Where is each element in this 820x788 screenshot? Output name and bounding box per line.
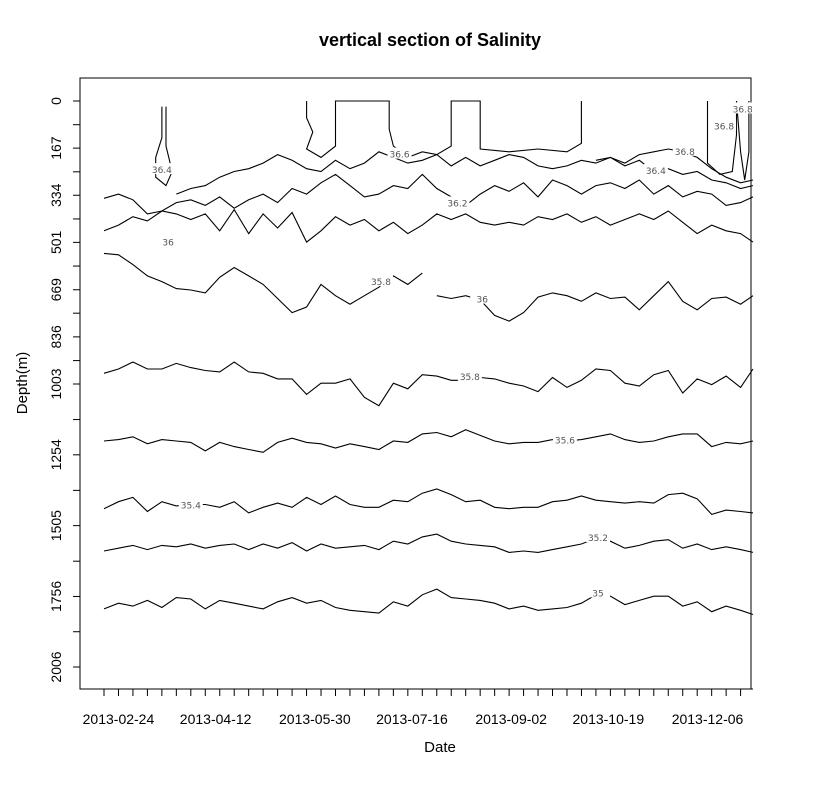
contour-label-4: 35.8 (460, 373, 480, 383)
contour-label-bg (178, 498, 203, 510)
contour-line-35-6-3 (103, 429, 754, 453)
contour-label-bg (368, 275, 393, 287)
x-axis-label: Date (424, 739, 456, 756)
contour-label-bg (585, 586, 610, 598)
y-tick-label: 1505 (48, 510, 64, 541)
contour-label-bg (470, 292, 495, 304)
y-axis: 0 167 334 501 669 836 1003 1254 1505 1756 2006 (48, 97, 80, 683)
contour-label-10: 36.4 (152, 166, 172, 176)
contour-line-36-6 (436, 280, 754, 322)
contour-label-6: 36 (477, 296, 489, 306)
contour-line-36-6-11 (305, 100, 582, 159)
y-tick-label: 501 (48, 230, 64, 254)
contour-label-0: 35 (592, 589, 603, 599)
contour-label-bg (387, 147, 412, 159)
contour-label-bg (156, 235, 181, 247)
y-tick-label: 1003 (48, 368, 64, 399)
contour-label-bg (445, 196, 470, 208)
contour-line-35-8-5 (103, 252, 423, 314)
y-tick-label: 669 (48, 278, 64, 302)
contour-label-7: 36 (162, 239, 174, 249)
x-axis: 2013-02-24 2013-04-12 2013-05-30 2013-07-16… (83, 688, 753, 727)
contour-label-8: 36.2 (447, 199, 467, 209)
contour-label-5: 35.8 (371, 278, 391, 288)
contour-line-36-8-14 (735, 100, 750, 181)
contour-label-bg (643, 163, 668, 175)
contour-label-bg (552, 433, 577, 445)
x-tick-label: 2013-05-30 (279, 711, 351, 727)
contour-line-36-4-10 (155, 106, 173, 187)
contour-label-bg (457, 369, 482, 381)
contour-label-bg (672, 144, 697, 156)
contour-label-3: 35.6 (555, 436, 575, 446)
contour-line-36-8-13 (706, 101, 738, 176)
contour-label-bg (712, 119, 737, 131)
y-tick-label: 1756 (48, 581, 64, 612)
chart-title: vertical section of Salinity (319, 30, 541, 50)
contour-label-14: 36.8 (733, 105, 753, 115)
x-tick-label: 2013-04-12 (180, 711, 252, 727)
contour-line-36-2-8 (103, 173, 754, 215)
x-tick-label: 2013-02-24 (83, 711, 155, 727)
y-tick-label: 1254 (48, 439, 64, 470)
x-tick-label: 2013-12-06 (672, 711, 744, 727)
contour-line-36-7 (103, 208, 754, 243)
contour-label-11: 36.6 (390, 151, 410, 161)
x-tick-label: 2013-07-16 (376, 711, 448, 727)
contour-labels: 35 35.2 35.4 35.6 35.8 35.8 36 36 36.2 36.4 36.4 36… (149, 102, 755, 599)
contour-lines (103, 100, 754, 616)
contour-label-9: 36.4 (646, 167, 666, 177)
y-tick-label: 2006 (48, 651, 64, 682)
contour-label-13: 36.8 (714, 122, 734, 132)
contour-line-35-2-1 (103, 533, 754, 553)
contour-label-2: 35.4 (181, 502, 201, 512)
contour-line-35-0 (103, 588, 754, 616)
x-tick-label: 2013-10-19 (573, 711, 645, 727)
contour-label-12: 36.8 (675, 148, 695, 158)
y-tick-label: 836 (48, 325, 64, 349)
contour-label-bg (149, 163, 174, 175)
y-tick-label: 0 (48, 97, 64, 105)
y-tick-label: 167 (48, 136, 64, 160)
y-tick-label: 334 (48, 183, 64, 207)
y-axis-label: Depth(m) (14, 352, 31, 415)
contour-line-35-8-4 (103, 361, 754, 407)
contour-line-35-4-2 (103, 488, 754, 516)
contour-label-bg (585, 531, 610, 543)
contour-label-bg (730, 102, 755, 114)
x-tick-label: 2013-09-02 (475, 711, 547, 727)
contour-label-1: 35.2 (588, 534, 608, 544)
